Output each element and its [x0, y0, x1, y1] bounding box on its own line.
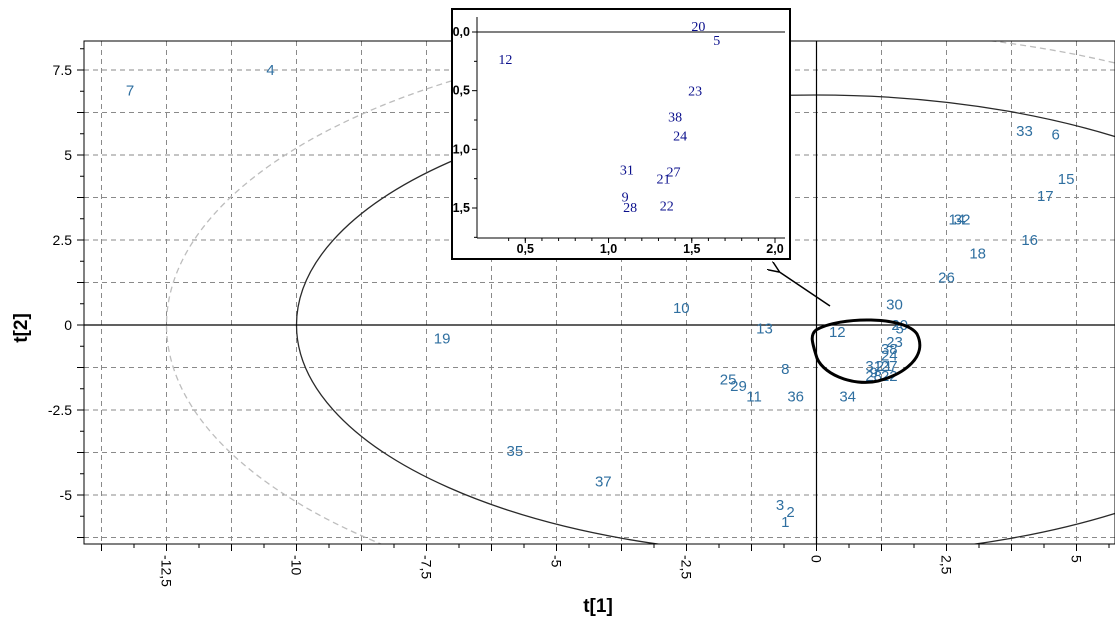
inset-point-label-24: 24 [673, 129, 687, 144]
point-label-11: 11 [746, 388, 762, 405]
inset-frame [451, 8, 791, 260]
inset-point-label-23: 23 [688, 85, 702, 100]
point-label-32: 32 [954, 212, 971, 229]
point-label-31: 31 [865, 358, 882, 375]
x-tick-label: -7,5 [419, 555, 435, 579]
x-tick-label: -5 [549, 555, 565, 568]
inset-x-tick-label: 0,5 [517, 242, 534, 256]
point-label-17: 17 [1037, 188, 1054, 205]
y-tick-label: 7.5 [53, 62, 73, 78]
inset-y-tick-label: 1,5 [453, 201, 470, 215]
point-label-16: 16 [1021, 232, 1038, 249]
point-label-5: 5 [896, 320, 904, 337]
inset-x-tick-label: 1,5 [683, 242, 700, 256]
y-tick-label: 5 [64, 147, 72, 163]
point-label-24: 24 [881, 348, 898, 365]
y-tick-label: 2.5 [53, 232, 73, 248]
point-label-7: 7 [126, 82, 134, 99]
y-tick-label: -2.5 [48, 402, 72, 418]
point-label-6: 6 [1052, 127, 1060, 144]
y-tick-label: -5 [60, 487, 73, 503]
x-tick-label: 0 [809, 555, 825, 563]
point-label-23: 23 [886, 334, 903, 351]
inset-point-label-38: 38 [668, 110, 682, 125]
point-label-2: 2 [786, 504, 794, 521]
inset-point-label-5: 5 [713, 34, 720, 49]
zero-axis-lines [84, 41, 1115, 544]
point-label-13: 13 [756, 320, 773, 337]
x-axis-label: t[1] [583, 596, 613, 617]
point-label-27: 27 [881, 358, 898, 375]
inset-x-tick-label: 1,0 [600, 242, 617, 256]
x-tick-label: -2,5 [679, 555, 695, 579]
point-label-9: 9 [870, 365, 878, 382]
point-label-26: 26 [938, 269, 955, 286]
point-label-1: 1 [781, 514, 789, 531]
point-label-33: 33 [1016, 123, 1033, 140]
point-label-25: 25 [720, 371, 737, 388]
point-label-14: 14 [949, 212, 966, 229]
inset-point-label-9: 9 [622, 190, 629, 205]
highlight-circle [810, 318, 922, 384]
point-label-36: 36 [787, 388, 804, 405]
x-tick-label: -10 [289, 555, 305, 575]
inset-point-label-20: 20 [691, 20, 705, 35]
inset-point-label-27: 27 [666, 166, 680, 181]
x-tick-label: -12,5 [159, 555, 175, 587]
inset-y-tick-label: 0,5 [453, 84, 470, 98]
inset-point-label-31: 31 [620, 163, 634, 178]
inset-point-label-21: 21 [656, 173, 670, 188]
point-label-34: 34 [839, 388, 856, 405]
inset-point-label-28: 28 [623, 201, 637, 216]
point-label-10: 10 [673, 300, 690, 317]
y-tick-label: 0 [64, 317, 72, 333]
point-label-4: 4 [266, 62, 274, 79]
point-label-29: 29 [730, 378, 747, 395]
inset-x-tick-label: 2,0 [766, 242, 783, 256]
point-label-20: 20 [891, 317, 908, 334]
point-label-30: 30 [886, 297, 903, 314]
inset-y-tick-label: 1,0 [453, 142, 470, 156]
axis-ticks: -12,5 -10 -7,5 -5 -2,5 0 2,5 5 7.5 5 2.5 0 -2.5 -5 [48, 48, 1110, 587]
point-label-18: 18 [969, 246, 986, 263]
point-label-35: 35 [507, 443, 524, 460]
x-tick-label: 2,5 [939, 555, 955, 575]
point-label-37: 37 [595, 473, 612, 490]
inset-y-tick-label: 0,0 [453, 25, 470, 39]
point-label-15: 15 [1058, 171, 1075, 188]
point-label-21: 21 [876, 358, 893, 375]
point-label-8: 8 [781, 361, 789, 378]
point-label-38: 38 [881, 341, 898, 358]
point-label-19: 19 [434, 331, 451, 348]
inset-point-label-22: 22 [660, 200, 674, 215]
y-axis-label: t[2] [11, 313, 32, 343]
point-label-12: 12 [829, 324, 846, 341]
inset-arrow [778, 271, 831, 307]
inset-point-label-12: 12 [498, 53, 512, 68]
x-tick-label: 5 [1069, 555, 1085, 563]
point-label-3: 3 [776, 497, 784, 514]
